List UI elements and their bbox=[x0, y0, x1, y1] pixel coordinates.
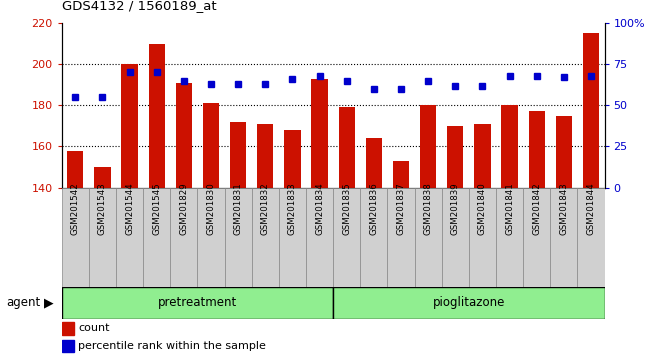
Bar bbox=[62, 287, 333, 319]
Text: GSM201843: GSM201843 bbox=[559, 182, 568, 235]
Text: pioglitazone: pioglitazone bbox=[433, 296, 505, 309]
Text: ▶: ▶ bbox=[44, 296, 53, 309]
Bar bbox=[230, 122, 246, 354]
Bar bbox=[447, 126, 463, 354]
Bar bbox=[393, 161, 409, 354]
Bar bbox=[469, 188, 496, 287]
Bar bbox=[149, 44, 165, 354]
Text: GSM201837: GSM201837 bbox=[396, 182, 406, 235]
Text: agent: agent bbox=[6, 296, 41, 309]
Bar bbox=[284, 130, 300, 354]
Bar bbox=[415, 188, 442, 287]
Bar bbox=[257, 124, 274, 354]
Bar bbox=[116, 188, 143, 287]
Bar bbox=[252, 188, 279, 287]
Text: GSM201832: GSM201832 bbox=[261, 182, 270, 235]
Bar bbox=[176, 83, 192, 354]
Text: GSM201842: GSM201842 bbox=[532, 182, 541, 235]
Bar bbox=[420, 105, 436, 354]
Bar bbox=[523, 188, 551, 287]
Bar bbox=[203, 103, 219, 354]
Bar bbox=[550, 188, 577, 287]
Text: GSM201833: GSM201833 bbox=[288, 182, 297, 235]
Bar bbox=[62, 322, 73, 335]
Bar bbox=[306, 188, 333, 287]
Text: GSM201840: GSM201840 bbox=[478, 182, 487, 235]
Text: GSM201831: GSM201831 bbox=[233, 182, 242, 235]
Bar bbox=[496, 188, 523, 287]
Bar bbox=[339, 107, 355, 354]
Bar bbox=[67, 150, 83, 354]
Bar bbox=[577, 188, 605, 287]
Text: GSM201835: GSM201835 bbox=[342, 182, 351, 235]
Text: GSM201836: GSM201836 bbox=[369, 182, 378, 235]
Bar bbox=[387, 188, 415, 287]
Text: GSM201829: GSM201829 bbox=[179, 183, 188, 235]
Text: GSM201834: GSM201834 bbox=[315, 182, 324, 235]
Text: GSM201839: GSM201839 bbox=[450, 183, 460, 235]
Bar bbox=[311, 79, 328, 354]
Bar bbox=[279, 188, 306, 287]
Text: GSM201542: GSM201542 bbox=[71, 182, 80, 235]
Bar bbox=[366, 138, 382, 354]
Bar bbox=[122, 64, 138, 354]
Text: GSM201544: GSM201544 bbox=[125, 182, 134, 235]
Bar bbox=[556, 116, 572, 354]
Bar bbox=[62, 188, 89, 287]
Bar bbox=[442, 188, 469, 287]
Text: GSM201545: GSM201545 bbox=[152, 182, 161, 235]
Bar bbox=[198, 188, 225, 287]
Bar bbox=[333, 287, 604, 319]
Text: GSM201838: GSM201838 bbox=[424, 182, 433, 235]
Bar bbox=[89, 188, 116, 287]
Bar bbox=[360, 188, 387, 287]
Text: GDS4132 / 1560189_at: GDS4132 / 1560189_at bbox=[62, 0, 216, 12]
Text: GSM201844: GSM201844 bbox=[586, 182, 595, 235]
Bar bbox=[143, 188, 170, 287]
Text: percentile rank within the sample: percentile rank within the sample bbox=[78, 341, 266, 351]
Bar bbox=[333, 188, 360, 287]
Bar bbox=[583, 33, 599, 354]
Bar bbox=[501, 105, 517, 354]
Text: pretreatment: pretreatment bbox=[158, 296, 237, 309]
Text: GSM201841: GSM201841 bbox=[505, 182, 514, 235]
Text: GSM201543: GSM201543 bbox=[98, 182, 107, 235]
Bar bbox=[170, 188, 198, 287]
Bar bbox=[94, 167, 111, 354]
Bar bbox=[225, 188, 252, 287]
Bar bbox=[62, 340, 73, 352]
Text: GSM201830: GSM201830 bbox=[207, 182, 216, 235]
Text: count: count bbox=[78, 323, 110, 333]
Bar bbox=[528, 112, 545, 354]
Bar bbox=[474, 124, 491, 354]
